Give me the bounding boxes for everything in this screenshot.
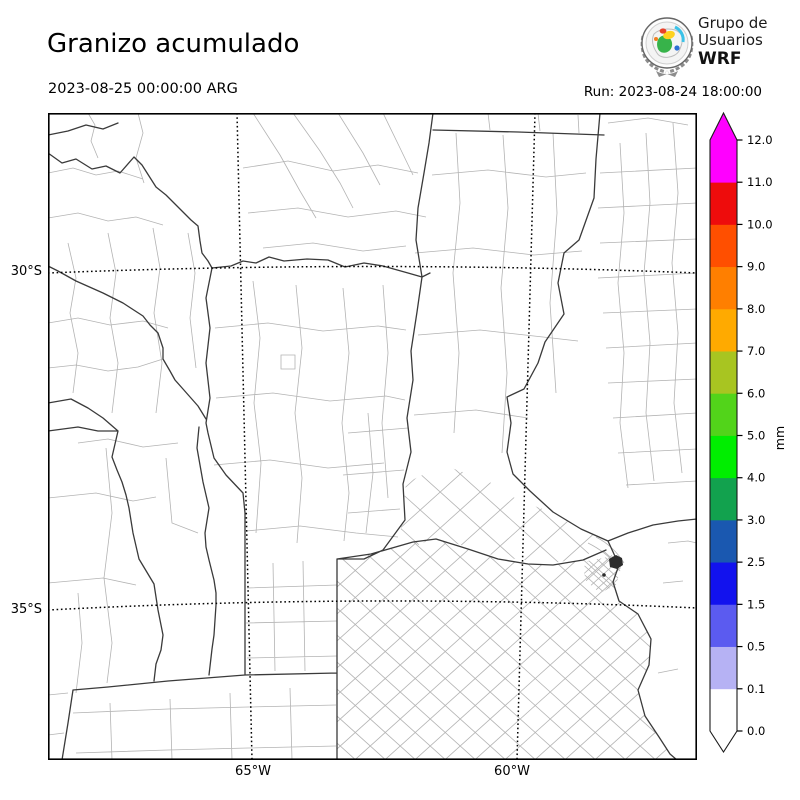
wrf-logo-emblem <box>640 17 694 77</box>
department-border <box>398 465 606 563</box>
colorbar-tick-label: 9.0 <box>747 260 765 274</box>
parana-river-and-coast <box>506 113 697 760</box>
gridline-60w <box>516 113 536 760</box>
colorbar-tick-label: 8.0 <box>747 302 765 316</box>
colorbar-segment <box>710 393 737 436</box>
emblem-landmass <box>652 28 683 58</box>
logo-text-line2: Usuarios <box>698 31 763 49</box>
partido-border <box>337 539 677 760</box>
plot-title: Granizo acumulado <box>47 29 300 59</box>
delta-islands-blob <box>609 555 623 569</box>
colorbar-segment <box>710 182 737 225</box>
colorbar-tick-label: 5.0 <box>747 429 765 443</box>
colorbar-tick-label: 6.0 <box>747 386 765 400</box>
colorbar-segment <box>710 266 737 310</box>
colorbar-arrow-over <box>710 113 737 140</box>
map-frame <box>48 113 697 760</box>
colorbar-segment <box>710 351 737 394</box>
colorbar-tick-label: 7.0 <box>747 344 765 358</box>
emblem-dot-blue <box>674 45 680 51</box>
colorbar-segment <box>710 435 737 479</box>
department-borders-center <box>213 113 587 672</box>
colorbar-tick-label: 2.5 <box>747 555 765 569</box>
colorbar-segment <box>710 477 737 521</box>
partido-border <box>337 539 677 760</box>
department-border <box>398 465 606 563</box>
partido-border <box>337 539 677 760</box>
wrf-logo: Grupo de Usuarios WRF <box>640 14 768 77</box>
colorbar-arrow-under <box>710 731 737 752</box>
emblem-arc-cyan <box>674 25 685 43</box>
partido-border <box>337 539 677 760</box>
partido-border <box>337 539 677 760</box>
run-time-label: Run: 2023-08-24 18:00:00 <box>583 84 762 100</box>
partido-border <box>337 539 677 760</box>
colorbar-segment <box>710 562 737 605</box>
province-borders <box>48 113 607 760</box>
department-border <box>398 465 606 563</box>
xtick-60w: 60°W <box>494 764 530 779</box>
delta-islet-dot <box>602 573 606 577</box>
logo-text-line3: WRF <box>698 49 741 69</box>
colorbar-segment <box>710 224 737 268</box>
colorbar-tick-label: 0.0 <box>747 724 765 738</box>
colorbar-tick-label: 0.5 <box>747 640 765 654</box>
laurel-left <box>640 35 667 74</box>
partido-border <box>337 539 677 760</box>
partido-border <box>337 539 677 760</box>
colorbar-tick-label: 11.0 <box>747 175 773 189</box>
emblem-blob-red <box>659 28 667 34</box>
valid-time-label: 2023-08-25 00:00:00 ARG <box>48 81 238 97</box>
department-borders-east <box>587 117 697 674</box>
logo-text-line1: Grupo de <box>698 14 768 32</box>
colorbar-tick-label: 10.0 <box>747 217 773 231</box>
xtick-65w: 65°W <box>235 764 271 779</box>
map-background <box>48 113 697 760</box>
partido-border <box>337 539 677 760</box>
map-canvas <box>48 113 697 760</box>
ytick-30s: 30°S <box>10 264 42 279</box>
department-border <box>398 465 606 563</box>
colorbar-segment <box>710 646 737 690</box>
emblem-blob-green <box>657 35 673 53</box>
colorbar-tick-label: 12.0 <box>747 133 773 147</box>
laurel-right <box>667 35 694 74</box>
partido-border <box>337 539 677 760</box>
gridline-30s <box>48 265 697 274</box>
partido-border <box>337 539 677 760</box>
colorbar-tick-label: 4.0 <box>747 471 765 485</box>
partido-border <box>337 539 677 760</box>
partido-border <box>337 539 677 760</box>
partido-border <box>337 539 677 760</box>
colorbar-segment <box>710 688 737 732</box>
emblem-blob-yellow <box>663 30 675 40</box>
department-borders-west <box>48 113 337 760</box>
partido-border <box>337 539 677 760</box>
ytick-35s: 35°S <box>10 602 42 617</box>
colorbar-segment <box>710 308 737 352</box>
colorbar-tick-label: 3.0 <box>747 513 765 527</box>
partido-border <box>337 630 677 760</box>
partido-border <box>337 549 677 760</box>
colorbar: 0.0 0.1 0.5 1.5 2.5 3.0 4.0 5.0 6.0 7.0 8.0 9.0 10.0… <box>709 111 787 754</box>
emblem-dot-orange <box>654 37 658 41</box>
partido-border <box>337 539 677 760</box>
partido-border <box>337 539 677 760</box>
partido-border <box>337 539 677 754</box>
colorbar-segment <box>710 604 737 647</box>
colorbar-tick-label: 0.1 <box>747 682 765 696</box>
partido-border <box>337 539 677 760</box>
gridline-35s <box>48 600 697 611</box>
gridline-65w <box>236 113 253 760</box>
colorbar-units-label: mm <box>772 426 787 450</box>
colorbar-segment <box>710 519 737 563</box>
ribbon <box>656 71 678 77</box>
colorbar-segment <box>710 140 737 183</box>
colorbar-tick-label: 1.5 <box>747 597 765 611</box>
